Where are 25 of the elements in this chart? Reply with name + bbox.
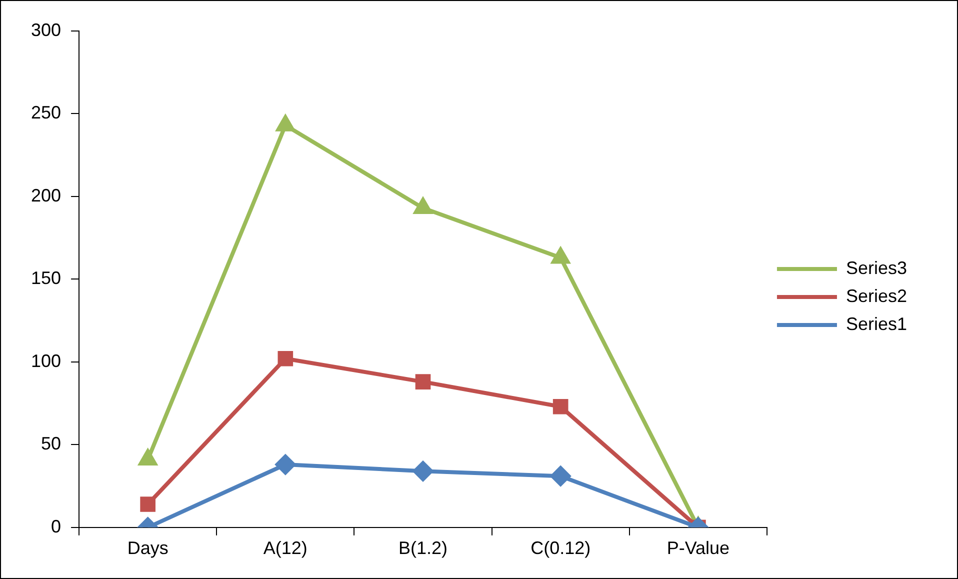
point bbox=[140, 496, 156, 512]
point bbox=[413, 461, 433, 482]
x-tick-label: P-Value bbox=[666, 538, 730, 558]
point bbox=[276, 115, 294, 132]
y-tick-label: 200 bbox=[30, 185, 62, 206]
point bbox=[278, 350, 294, 366]
y-tick-label: 300 bbox=[30, 20, 62, 40]
y-tick-label: 0 bbox=[51, 516, 62, 536]
point bbox=[552, 248, 570, 264]
legend-label: Series3 bbox=[846, 258, 907, 278]
y-tick-label: 100 bbox=[30, 350, 62, 371]
point bbox=[415, 374, 431, 390]
legend-label: Series1 bbox=[846, 314, 907, 334]
x-tick-label: C(0.12) bbox=[530, 538, 591, 558]
point bbox=[552, 398, 568, 414]
point bbox=[414, 198, 432, 214]
legend-label: Series2 bbox=[846, 286, 907, 306]
point bbox=[275, 454, 296, 475]
y-tick-label: 150 bbox=[30, 268, 62, 288]
y-tick-label: 50 bbox=[41, 434, 62, 454]
x-tick-label: A(12) bbox=[263, 538, 308, 558]
y-tick-label: 250 bbox=[30, 102, 62, 123]
x-tick-label: Days bbox=[127, 538, 168, 558]
point bbox=[550, 466, 571, 486]
x-tick-label: B(1.2) bbox=[398, 538, 448, 558]
